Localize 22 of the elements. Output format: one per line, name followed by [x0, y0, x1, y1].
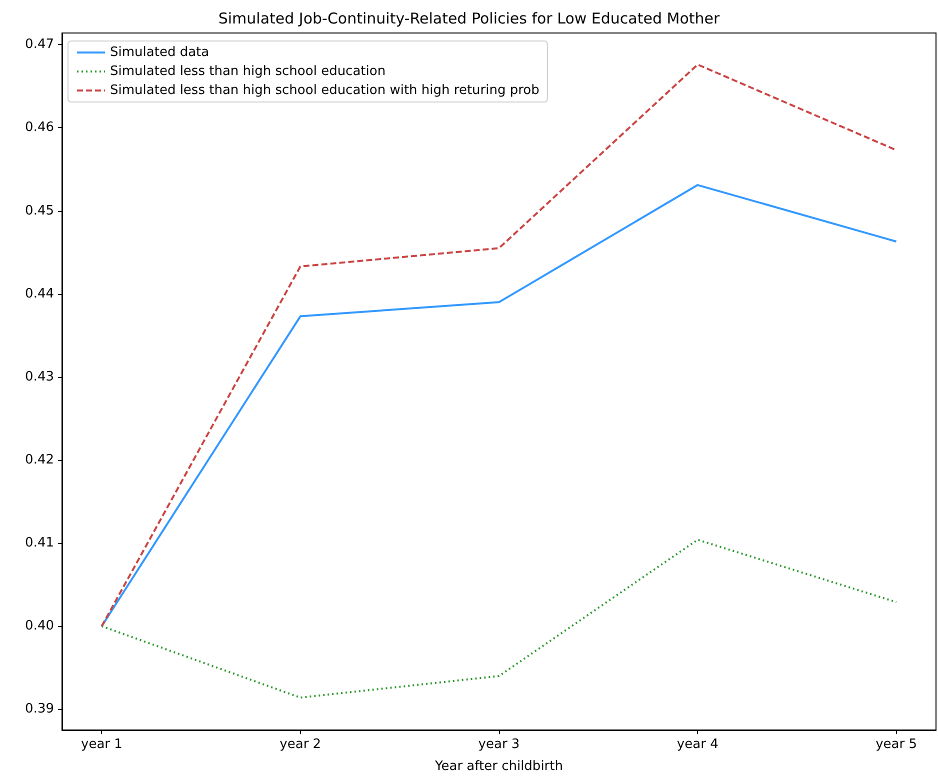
- line-series: [100, 184, 898, 628]
- line-series: [100, 64, 898, 628]
- chart-title: Simulated Job-Continuity-Related Policies for Low Educated Mother: [218, 10, 720, 28]
- y-tick-label: 0.40: [25, 618, 54, 634]
- line-series: [100, 538, 898, 699]
- x-tick-label: year 1: [81, 737, 122, 752]
- y-tick-label: 0.46: [25, 120, 54, 136]
- x-tick-label: year 5: [876, 737, 917, 752]
- legend-label: Simulated less than high school education with high returing prob: [110, 83, 540, 98]
- y-tick-label: 0.44: [25, 286, 54, 302]
- y-tick-label: 0.43: [25, 369, 54, 384]
- y-tick-label: 0.41: [25, 536, 54, 551]
- x-axis-title: Year after childbirth: [434, 759, 563, 774]
- x-tick-label: year 4: [676, 737, 718, 752]
- y-tick-label: 0.42: [25, 452, 54, 468]
- y-tick-label: 0.45: [25, 203, 54, 218]
- legend-label: Simulated data: [110, 45, 210, 60]
- legend-label: Simulated less than high school education: [110, 64, 386, 79]
- y-tick-label: 0.47: [25, 37, 54, 52]
- x-tick-label: year 3: [478, 737, 520, 752]
- x-tick-label: year 2: [280, 737, 322, 752]
- y-tick-label: 0.39: [25, 702, 54, 717]
